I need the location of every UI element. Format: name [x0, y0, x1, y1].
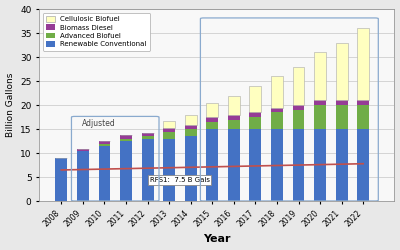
X-axis label: Year: Year — [203, 234, 230, 244]
Bar — [98, 146, 110, 201]
Bar — [163, 132, 175, 139]
Bar — [357, 28, 369, 100]
Bar — [120, 139, 132, 141]
Text: RFS1:  7.5 B Gals: RFS1: 7.5 B Gals — [150, 177, 210, 183]
Bar — [142, 136, 154, 139]
Bar — [292, 129, 304, 201]
Bar — [314, 129, 326, 201]
Bar — [185, 136, 197, 201]
Bar — [336, 129, 348, 201]
Bar — [250, 86, 261, 112]
Bar — [250, 112, 261, 117]
Bar — [336, 43, 348, 100]
Y-axis label: Billion Gallons: Billion Gallons — [6, 73, 14, 137]
Bar — [185, 129, 197, 136]
Bar — [206, 122, 218, 129]
Bar — [314, 52, 326, 100]
Bar — [292, 67, 304, 105]
Bar — [314, 100, 326, 105]
Bar — [271, 108, 283, 112]
Legend: Cellulosic Biofuel, Biomass Diesel, Advanced Biofuel, Renewable Conventional: Cellulosic Biofuel, Biomass Diesel, Adva… — [43, 12, 150, 51]
Bar — [77, 151, 89, 201]
Bar — [142, 139, 154, 201]
Bar — [336, 100, 348, 105]
Bar — [357, 129, 369, 201]
Bar — [228, 129, 240, 201]
Bar — [292, 105, 304, 110]
Bar — [357, 100, 369, 105]
Bar — [55, 158, 67, 201]
Bar — [271, 112, 283, 129]
Bar — [206, 103, 218, 117]
Bar — [250, 117, 261, 129]
Bar — [206, 129, 218, 201]
Bar — [228, 115, 240, 119]
Bar — [292, 110, 304, 129]
Bar — [314, 105, 326, 129]
Bar — [142, 133, 154, 136]
Bar — [98, 144, 110, 146]
Bar — [185, 115, 197, 125]
Bar — [228, 120, 240, 129]
Bar — [185, 125, 197, 129]
Bar — [357, 105, 369, 129]
Bar — [98, 141, 110, 144]
Bar — [163, 128, 175, 132]
Bar — [336, 105, 348, 129]
Text: Adjusted: Adjusted — [82, 119, 116, 128]
Bar — [206, 117, 218, 122]
Bar — [120, 136, 132, 139]
Bar — [250, 129, 261, 201]
Bar — [163, 121, 175, 128]
Bar — [271, 76, 283, 108]
Bar — [163, 139, 175, 201]
Bar — [228, 96, 240, 115]
Bar — [77, 149, 89, 151]
Bar — [271, 129, 283, 201]
Bar — [120, 141, 132, 201]
